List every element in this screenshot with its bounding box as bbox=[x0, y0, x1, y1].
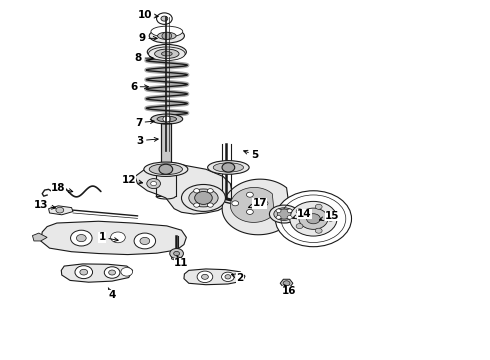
Circle shape bbox=[246, 192, 253, 197]
Ellipse shape bbox=[213, 163, 244, 172]
Circle shape bbox=[287, 216, 292, 219]
Circle shape bbox=[277, 209, 291, 219]
Circle shape bbox=[287, 209, 292, 212]
Circle shape bbox=[232, 201, 239, 206]
Circle shape bbox=[207, 203, 213, 207]
Text: 11: 11 bbox=[174, 256, 189, 268]
Text: 7: 7 bbox=[135, 118, 154, 128]
Text: 14: 14 bbox=[293, 209, 312, 219]
Ellipse shape bbox=[208, 161, 249, 174]
Circle shape bbox=[221, 272, 234, 282]
Ellipse shape bbox=[148, 47, 185, 60]
Circle shape bbox=[283, 281, 290, 286]
Text: 13: 13 bbox=[33, 200, 55, 210]
Circle shape bbox=[134, 233, 156, 249]
Polygon shape bbox=[41, 221, 186, 255]
Ellipse shape bbox=[151, 26, 183, 37]
Polygon shape bbox=[222, 179, 291, 235]
Text: 18: 18 bbox=[51, 183, 73, 193]
Ellipse shape bbox=[149, 29, 184, 43]
Ellipse shape bbox=[189, 189, 218, 207]
Circle shape bbox=[296, 209, 303, 214]
Circle shape bbox=[109, 270, 116, 275]
Circle shape bbox=[56, 207, 64, 213]
Circle shape bbox=[75, 266, 93, 279]
Circle shape bbox=[76, 234, 86, 242]
Ellipse shape bbox=[181, 184, 225, 211]
Polygon shape bbox=[61, 264, 133, 282]
Circle shape bbox=[307, 214, 320, 224]
Circle shape bbox=[157, 13, 172, 24]
Polygon shape bbox=[184, 269, 245, 285]
Ellipse shape bbox=[270, 205, 299, 223]
Circle shape bbox=[104, 267, 120, 278]
Polygon shape bbox=[32, 233, 47, 241]
Circle shape bbox=[276, 216, 281, 219]
Polygon shape bbox=[49, 206, 73, 215]
Ellipse shape bbox=[157, 116, 176, 122]
Circle shape bbox=[71, 230, 92, 246]
Ellipse shape bbox=[155, 49, 179, 58]
Text: 2: 2 bbox=[231, 273, 244, 283]
Text: 10: 10 bbox=[138, 10, 158, 20]
Circle shape bbox=[173, 251, 179, 256]
Polygon shape bbox=[220, 194, 235, 209]
Circle shape bbox=[261, 201, 268, 206]
Circle shape bbox=[207, 189, 213, 193]
Circle shape bbox=[161, 16, 168, 21]
Circle shape bbox=[194, 189, 199, 193]
Ellipse shape bbox=[158, 32, 176, 40]
Text: 6: 6 bbox=[130, 82, 148, 92]
Circle shape bbox=[170, 248, 183, 258]
Circle shape bbox=[299, 208, 328, 229]
Polygon shape bbox=[230, 188, 274, 222]
Circle shape bbox=[315, 228, 322, 233]
Circle shape bbox=[201, 274, 208, 279]
Circle shape bbox=[290, 201, 337, 236]
Circle shape bbox=[197, 271, 213, 283]
Circle shape bbox=[296, 224, 303, 229]
Ellipse shape bbox=[147, 44, 186, 59]
Polygon shape bbox=[172, 253, 182, 261]
Text: 9: 9 bbox=[139, 33, 157, 43]
Text: 8: 8 bbox=[135, 53, 153, 63]
Polygon shape bbox=[161, 123, 171, 173]
Ellipse shape bbox=[144, 162, 188, 176]
Circle shape bbox=[222, 163, 235, 172]
Text: 16: 16 bbox=[282, 285, 296, 296]
Circle shape bbox=[140, 237, 150, 244]
Text: 15: 15 bbox=[319, 211, 339, 221]
Circle shape bbox=[225, 275, 231, 279]
Ellipse shape bbox=[161, 51, 172, 56]
Circle shape bbox=[80, 269, 88, 275]
Polygon shape bbox=[280, 279, 293, 287]
Circle shape bbox=[327, 216, 334, 221]
Ellipse shape bbox=[149, 164, 182, 175]
Text: 5: 5 bbox=[244, 150, 258, 160]
Circle shape bbox=[151, 181, 157, 186]
Ellipse shape bbox=[151, 114, 183, 124]
Circle shape bbox=[315, 204, 322, 209]
Circle shape bbox=[111, 232, 125, 243]
Circle shape bbox=[246, 210, 253, 215]
Polygon shape bbox=[135, 163, 233, 214]
Circle shape bbox=[147, 179, 160, 189]
Ellipse shape bbox=[274, 208, 294, 220]
Circle shape bbox=[195, 192, 212, 204]
Text: 17: 17 bbox=[248, 198, 267, 208]
Circle shape bbox=[121, 267, 133, 276]
Text: 3: 3 bbox=[136, 136, 158, 145]
Circle shape bbox=[275, 191, 351, 247]
Polygon shape bbox=[156, 171, 175, 196]
Circle shape bbox=[162, 32, 172, 40]
Text: 1: 1 bbox=[98, 232, 118, 242]
Circle shape bbox=[276, 209, 281, 212]
Circle shape bbox=[163, 116, 171, 122]
Circle shape bbox=[194, 203, 199, 207]
Circle shape bbox=[159, 164, 172, 174]
Text: 12: 12 bbox=[122, 175, 143, 185]
Text: 4: 4 bbox=[108, 288, 116, 301]
